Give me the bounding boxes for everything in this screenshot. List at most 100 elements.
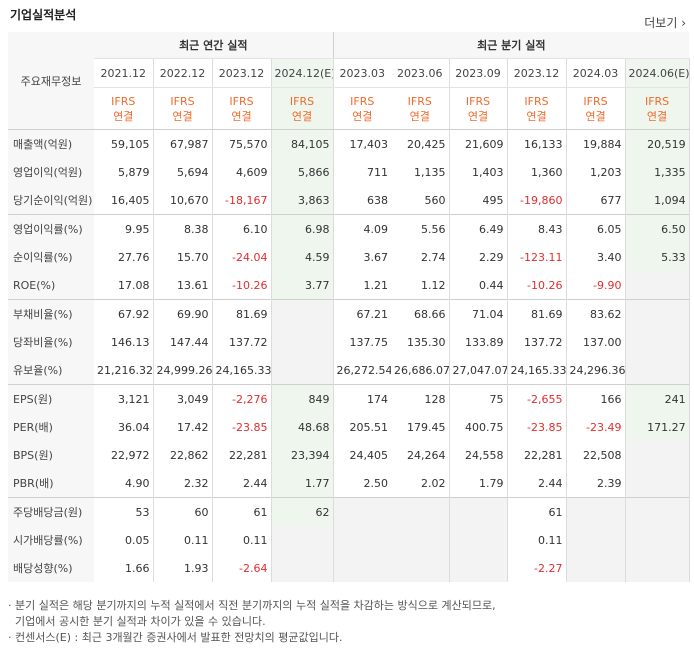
table-row: 시가배당률(%) 0.05 0.11 0.11 0.11 [8, 526, 690, 554]
data-cell: 2.44 [507, 469, 567, 498]
data-cell: 6.10 [212, 214, 272, 243]
data-cell: 75 [449, 384, 508, 413]
table-row: 당좌비율(%) 146.13 147.44 137.72 137.75 135.30 133… [8, 328, 690, 356]
row-label: PER(배) [8, 413, 94, 441]
data-cell: 0.11 [212, 526, 272, 554]
data-cell: 174 [332, 384, 392, 413]
footnote: 기업에서 공시한 분기 실적과 차이가 있을 수 있습니다. [8, 615, 266, 628]
ifrs-label: IFRS [350, 94, 375, 108]
group-annual: 최근 연간 실적 [94, 32, 334, 59]
table-row: 영업이익률(%) 9.95 8.38 6.10 6.98 4.09 5.56 6.49 8.43… [8, 214, 690, 243]
data-cell [271, 328, 334, 356]
data-cell: 19,884 [566, 129, 626, 158]
data-cell: 1.12 [391, 271, 450, 300]
data-cell [449, 554, 508, 582]
data-cell: 48.68 [271, 413, 334, 441]
data-cell: 84,105 [271, 129, 334, 158]
row-label: BPS(원) [8, 441, 94, 469]
data-cell: 2.29 [449, 243, 508, 271]
data-cell: 205.51 [332, 413, 392, 441]
table-row: 순이익률(%) 27.76 15.70 -24.04 4.59 3.67 2.74 2.29-… [8, 243, 690, 271]
data-cell: 133.89 [449, 328, 508, 356]
data-cell [271, 526, 334, 554]
table-row: EPS(원) 3,121 3,049 -2,276 849 174 128 75 -2,655 1… [8, 384, 690, 413]
ifrs-header: IFRS 연결 [507, 87, 567, 130]
table-row: 주당배당금(원) 53 60 61 62 61 [8, 497, 690, 526]
period-header: 2023.06 [391, 58, 450, 88]
consolidated-label: 연결 [585, 109, 606, 123]
more-link-label: 더보기 [644, 16, 678, 30]
data-cell: -2,276 [212, 384, 272, 413]
data-cell: 5,879 [94, 158, 154, 186]
more-link[interactable]: 더보기 › [644, 14, 686, 31]
data-cell: 146.13 [94, 328, 154, 356]
data-cell: 9.95 [94, 214, 154, 243]
data-cell: -10.26 [212, 271, 272, 300]
data-cell: 1,403 [449, 158, 508, 186]
data-cell: 23,394 [271, 441, 334, 469]
data-cell: 135.30 [391, 328, 450, 356]
data-cell: 27,047.07 [449, 356, 508, 385]
corner-label: 주요재무정보 [8, 32, 94, 130]
data-cell: 21,216.32 [94, 356, 154, 385]
ifrs-label: IFRS [111, 94, 136, 108]
data-cell: 36.04 [94, 413, 154, 441]
data-cell: 1,360 [507, 158, 567, 186]
data-cell: -2.27 [507, 554, 567, 582]
data-cell: 13.61 [153, 271, 213, 300]
data-cell: 1.66 [94, 554, 154, 582]
data-cell: 6.49 [449, 214, 508, 243]
row-label: 당좌비율(%) [8, 328, 94, 356]
data-cell: 10,670 [153, 186, 213, 215]
data-cell: 24,165.33 [212, 356, 272, 385]
period-header: 2023.03 [332, 58, 392, 88]
data-cell: 171.27 [625, 413, 690, 441]
data-cell: 137.72 [507, 328, 567, 356]
data-cell: 2.02 [391, 469, 450, 498]
data-cell: -23.85 [212, 413, 272, 441]
data-cell [625, 271, 690, 300]
data-cell: 2.50 [332, 469, 392, 498]
data-cell: -23.49 [566, 413, 626, 441]
data-cell: 60 [153, 497, 213, 526]
period-header: 2023.12 [212, 58, 272, 88]
data-cell: 0.05 [94, 526, 154, 554]
row-label: PBR(배) [8, 469, 94, 498]
ifrs-header: IFRS 연결 [449, 87, 508, 130]
data-cell: -24.04 [212, 243, 272, 271]
ifrs-label: IFRS [229, 94, 254, 108]
data-cell: -19,860 [507, 186, 567, 215]
page-title: 기업실적분석 [10, 8, 77, 22]
data-cell: 68.66 [391, 299, 450, 328]
ifrs-header: IFRS 연결 [625, 87, 690, 130]
data-cell: 0.44 [449, 271, 508, 300]
ifrs-label: IFRS [644, 94, 670, 108]
data-cell: 179.45 [391, 413, 450, 441]
data-cell: 24,405 [332, 441, 392, 469]
data-cell: 1.21 [332, 271, 392, 300]
consolidated-label: 연결 [467, 109, 489, 123]
data-cell: 20,519 [625, 129, 690, 158]
data-cell: 81.69 [212, 299, 272, 328]
data-cell: 241 [625, 384, 690, 413]
data-cell: 2.74 [391, 243, 450, 271]
ifrs-header: IFRS 연결 [212, 87, 272, 130]
data-cell: 67,987 [153, 129, 213, 158]
ifrs-label: IFRS [170, 94, 195, 108]
data-cell: 15.70 [153, 243, 213, 271]
data-cell: 24,165.33 [507, 356, 567, 385]
data-cell [271, 554, 334, 582]
data-cell [625, 356, 690, 385]
data-cell: 137.75 [332, 328, 392, 356]
data-cell: 24,264 [391, 441, 450, 469]
data-cell: 67.92 [94, 299, 154, 328]
data-cell: 1.79 [449, 469, 508, 498]
table-row: BPS(원) 22,972 22,862 22,281 23,394 24,405 24,2… [8, 441, 690, 469]
data-cell: -123.11 [507, 243, 567, 271]
ifrs-label: IFRS [407, 94, 432, 108]
data-cell: 59,105 [94, 129, 154, 158]
row-label: 영업이익률(%) [8, 214, 94, 243]
data-cell: 69.90 [153, 299, 213, 328]
data-cell: 22,281 [507, 441, 567, 469]
data-cell: 5.33 [625, 243, 690, 271]
